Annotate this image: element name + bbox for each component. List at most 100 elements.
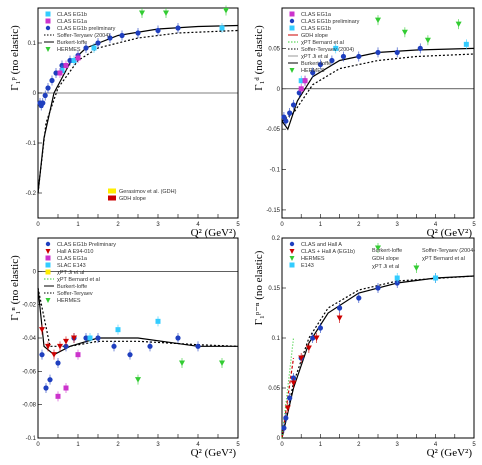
legend-swatch [289, 25, 295, 31]
x-tick-label: 3 [396, 222, 400, 228]
data-point [401, 29, 408, 36]
data-point [135, 377, 141, 383]
data-point [155, 27, 161, 34]
x-tick-label: 2 [116, 442, 120, 448]
curve-burkert-ioffe [37, 287, 238, 356]
legend-swatch [289, 68, 295, 73]
x-tick-label: 0 [280, 442, 284, 448]
data-point [71, 335, 77, 341]
data-point [139, 10, 145, 16]
panel-proton-minus-neutron: 0 1 2 3 4 5 0 0.05 0.1 0.15 0.2 Γ₁ᵖ⁻ⁿ (no elastic) Q… [253, 236, 476, 459]
y-tick-label: -0.2 [26, 191, 37, 197]
data-point [310, 70, 316, 76]
legend-swatch [289, 18, 295, 24]
x-tick-label: 4 [434, 222, 438, 228]
annotation-label: Soffer-Teryaev (2004) [422, 248, 475, 254]
y-tick-label: 0.05 [268, 386, 280, 392]
x-tick-label: 1 [319, 442, 323, 448]
legend-swatch [45, 269, 51, 275]
data-point [375, 49, 381, 56]
legend-swatch [45, 249, 51, 254]
legend-label: CLAS EG1b preliminary [57, 26, 116, 32]
data-point [433, 275, 439, 281]
data-point [127, 352, 133, 358]
data-point [317, 61, 323, 68]
legend-label: HERMES [301, 68, 325, 74]
x-tick-label: 3 [156, 222, 160, 228]
x-tick-label: 4 [434, 442, 438, 448]
legend-label: Hall A E94-010 [57, 249, 93, 255]
legend-label: Soffer-Teryaev (2004) [57, 33, 110, 39]
data-point [87, 335, 93, 341]
data-point [329, 57, 335, 64]
panel-neutron: 0 1 2 3 4 5 -0.1 -0.08 -0.06 -0.04 -0.02 0 Γ₁ⁿ (no e… [9, 237, 240, 459]
y-tick-label: 0 [33, 269, 37, 275]
data-point [55, 393, 61, 399]
data-point [302, 78, 308, 84]
data-point [375, 245, 381, 251]
data-point [163, 10, 169, 16]
data-point [47, 377, 53, 383]
data-point [287, 110, 293, 116]
data-point [83, 45, 89, 51]
annotation-label: χPT Bernard et al [422, 256, 465, 262]
data-point [336, 315, 343, 321]
data-point [281, 425, 287, 431]
data-point [91, 45, 97, 51]
inset-legend-label: Gerasimov et al. (GDH) [119, 189, 177, 195]
inset-legend-swatch [108, 188, 116, 194]
data-point [195, 343, 201, 349]
panel-proton: 0 1 2 3 4 5 -0.2 -0.1 0 0.1 Γ₁ᵖ (no elastic) Q² (Ge… [9, 5, 240, 239]
legend-label: CLAS and Hall A [301, 242, 342, 248]
data-point [394, 49, 400, 56]
data-point [356, 295, 362, 301]
data-point [290, 380, 297, 386]
data-point [305, 345, 312, 351]
data-point [375, 285, 381, 291]
data-point [115, 327, 121, 333]
data-point [45, 85, 51, 91]
data-point [135, 30, 141, 36]
data-point [40, 100, 46, 106]
data-point [107, 35, 113, 41]
data-point [298, 86, 304, 92]
legend-swatch [45, 262, 51, 268]
data-point [296, 90, 302, 96]
data-point [424, 37, 431, 44]
legend-label: Burkert-Ioffe [57, 40, 87, 46]
data-point [287, 395, 293, 401]
data-point [333, 45, 339, 51]
legend-label: χPT Ji et al [57, 270, 84, 276]
x-tick-label: 2 [357, 222, 361, 228]
x-tick-label: 5 [472, 442, 476, 448]
legend-label: CLAS EG1a [57, 19, 88, 25]
legend-label: E143 [301, 263, 314, 269]
y-tick-label: 0 [277, 436, 281, 442]
data-point [290, 102, 297, 108]
y-tick-label: -0.02 [22, 303, 36, 309]
data-point [55, 360, 61, 366]
x-axis-label: Q² (GeV²) [427, 227, 473, 239]
data-point [219, 25, 225, 31]
x-axis-label: Q² (GeV²) [191, 447, 237, 459]
curve-burkert-ioffe [281, 275, 475, 439]
y-tick-label: 0.1 [272, 336, 281, 342]
legend-label: CLAS + Hall A (EG1b) [301, 249, 355, 255]
data-point [57, 343, 63, 350]
data-point [463, 41, 469, 47]
data-point [119, 32, 125, 39]
x-tick-label: 0 [36, 442, 40, 448]
x-tick-label: 4 [196, 442, 200, 448]
curve-soffer-teryaev-2004- [281, 53, 475, 122]
legend-label: χPT Bernard et al [57, 277, 100, 283]
x-tick-label: 3 [396, 442, 400, 448]
annotation-label: Burkert-Ioffe [372, 248, 402, 254]
data-point [313, 335, 320, 341]
x-tick-label: 0 [36, 222, 40, 228]
legend-label: HERMES [57, 47, 81, 53]
legend-swatch [45, 47, 51, 52]
data-point [49, 77, 55, 84]
data-point [75, 55, 81, 61]
y-tick-label: 0 [277, 87, 281, 93]
data-point [298, 355, 305, 361]
